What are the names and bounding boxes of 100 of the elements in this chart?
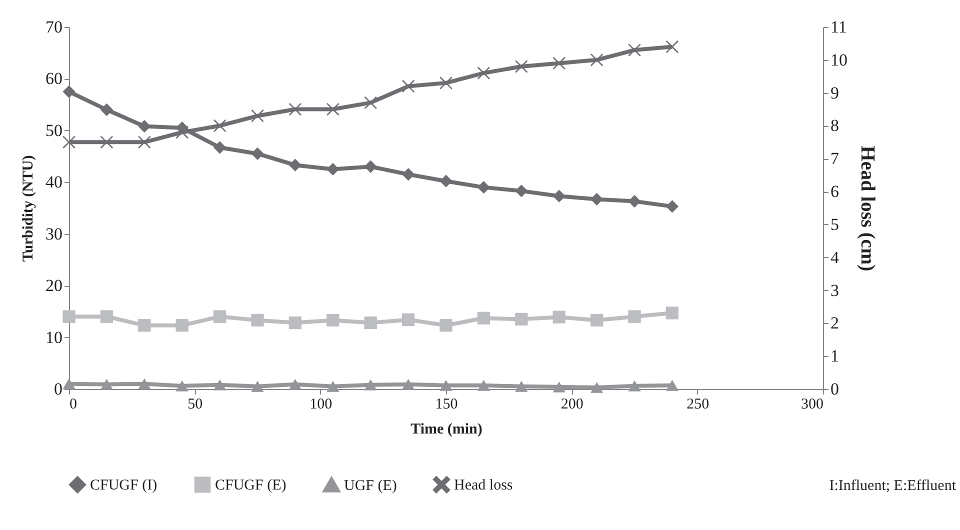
x-tick-label: 300 [801, 396, 824, 412]
point [288, 158, 302, 172]
y-tick-label: 30 [46, 224, 62, 244]
point [251, 110, 264, 122]
point [552, 381, 566, 392]
point [666, 200, 679, 213]
point [326, 380, 340, 392]
point [515, 380, 528, 392]
y-tick-label: 60 [46, 69, 62, 88]
point [628, 380, 641, 392]
legend-label: Head loss [454, 478, 513, 494]
y-tick-label: 40 [46, 172, 62, 192]
point [251, 147, 264, 160]
y2-tick-label: 3 [830, 280, 839, 300]
y-tick-label: 0 [54, 380, 62, 398]
y2-tick-label: 7 [830, 149, 840, 168]
point [176, 380, 188, 392]
point [590, 314, 604, 327]
point [213, 141, 226, 154]
point [666, 380, 679, 391]
point [552, 56, 566, 70]
point [62, 310, 76, 323]
point [62, 378, 76, 390]
point [251, 380, 264, 392]
point [176, 319, 188, 332]
point [62, 136, 76, 149]
point [477, 66, 490, 80]
legend-label: CFUGF (E) [215, 478, 286, 494]
y2-tick-label: 11 [830, 18, 847, 36]
legend-label: CFUGF (I) [90, 478, 158, 494]
y2-tick-label: 9 [830, 83, 839, 102]
point [176, 126, 188, 139]
legend-label: UGF (E) [344, 478, 397, 494]
x-tick-label: 50 [188, 396, 203, 412]
y2-tick-label: 5 [830, 214, 839, 234]
point [402, 313, 415, 326]
point [477, 380, 490, 391]
point [477, 312, 490, 324]
point [288, 102, 302, 116]
point [402, 378, 415, 390]
point [213, 379, 226, 390]
point [666, 306, 679, 320]
point [100, 103, 114, 116]
point [515, 312, 528, 326]
point [326, 314, 340, 327]
y2-tick-label: 10 [830, 50, 848, 70]
y2-axis-title: Head loss (cm) [856, 146, 878, 272]
point [100, 378, 114, 390]
y2-tick-label: 0 [830, 380, 839, 398]
point [590, 192, 604, 206]
point [666, 40, 679, 54]
y-tick-label: 50 [46, 120, 62, 140]
x-tick-label: 200 [560, 396, 584, 412]
point [590, 54, 604, 66]
point [364, 96, 377, 110]
point [402, 168, 415, 181]
point [138, 136, 151, 149]
point [326, 102, 340, 116]
point [515, 184, 528, 198]
point [213, 119, 226, 132]
point [213, 310, 226, 323]
point [100, 136, 114, 149]
point [138, 120, 151, 133]
point [364, 316, 377, 330]
y2-tick-label: 1 [830, 346, 839, 366]
point [288, 316, 302, 330]
x-tick-label: 250 [686, 396, 710, 412]
y2-tick-label: 2 [830, 314, 839, 333]
y2-tick-label: 8 [830, 116, 839, 136]
point [440, 76, 452, 90]
point [138, 319, 151, 332]
point [628, 194, 641, 208]
point [288, 378, 302, 390]
y-tick-label: 70 [46, 18, 62, 36]
x-axis-title: Time (min) [410, 422, 482, 438]
point [590, 382, 604, 393]
point [326, 162, 340, 176]
x-tick-label: 0 [70, 396, 77, 412]
point [402, 80, 415, 93]
point [251, 314, 264, 327]
point [440, 174, 452, 188]
point [138, 378, 151, 390]
text: I:Influent; E:Effluent [829, 478, 956, 495]
point [440, 380, 452, 391]
point [62, 85, 76, 98]
point [552, 310, 566, 324]
y2-tick-label: 4 [830, 248, 840, 267]
point [515, 60, 528, 73]
point [552, 190, 566, 202]
point [100, 310, 114, 323]
point [628, 310, 641, 323]
y2-tick-label: 6 [830, 182, 839, 202]
y-tick-label: 20 [46, 276, 62, 296]
y-tick-label: 10 [46, 328, 62, 347]
point [440, 319, 452, 332]
x-tick-label: 100 [310, 396, 332, 412]
point [477, 180, 490, 194]
x-tick-label: 150 [435, 396, 458, 412]
point [364, 379, 377, 390]
y-axis-title: Turbidity (NTU) [20, 155, 36, 262]
